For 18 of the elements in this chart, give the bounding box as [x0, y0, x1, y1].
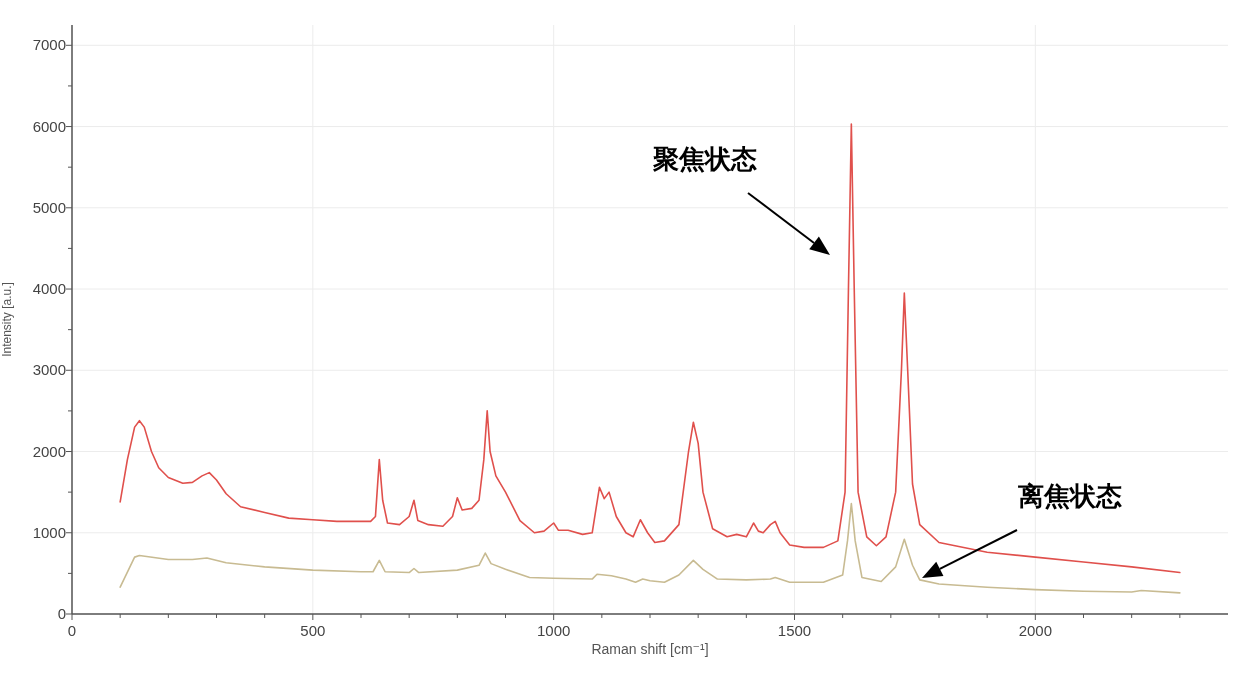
- y-tick-label: 1000: [32, 523, 66, 541]
- x-axis-title: Raman shift [cm⁻¹]: [591, 641, 709, 657]
- y-tick-label: 5000: [32, 198, 66, 216]
- annotation: 离焦状态: [1017, 481, 1122, 511]
- x-tick-label: 500: [300, 622, 326, 639]
- line-series: [119, 123, 1181, 574]
- x-tick-label: 1000: [536, 622, 571, 639]
- y-tick-label: 2000: [32, 442, 66, 460]
- y-tick-label: 3000: [32, 361, 66, 379]
- y-tick-label: 6000: [32, 117, 66, 135]
- y-axis-title: Intensity [a.u.]: [0, 282, 14, 357]
- x-tick-label: 0: [67, 622, 77, 639]
- y-tick-label: 0: [57, 605, 66, 622]
- annotation: 聚焦状态: [652, 144, 757, 174]
- x-tick-label: 1500: [777, 622, 812, 639]
- x-tick-label: 2000: [1018, 622, 1053, 639]
- y-tick-label: 4000: [32, 280, 66, 298]
- y-tick-label: 7000: [32, 36, 66, 54]
